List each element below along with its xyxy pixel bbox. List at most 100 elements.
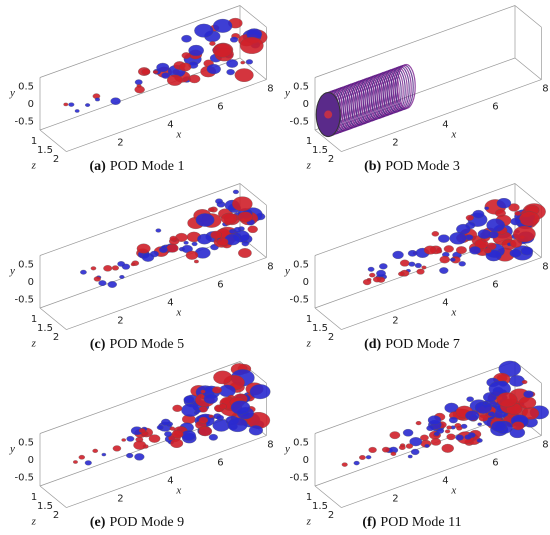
box-edge — [341, 257, 542, 330]
isosurface-blob — [226, 59, 239, 68]
isosurface-blob — [483, 401, 489, 405]
x-tick-label: 8 — [267, 262, 273, 273]
isosurface-blob — [166, 74, 183, 86]
caption-label: (c) — [90, 337, 106, 352]
isosurface-blob — [232, 189, 239, 195]
isosurface-blob — [456, 426, 463, 431]
y-tick-label: 0.5 — [18, 81, 34, 92]
isosurface-blob — [436, 427, 445, 434]
caption: (c) POD Mode 5 — [90, 337, 184, 352]
isosurface-blob — [476, 438, 483, 443]
y-axis-label: y — [9, 265, 15, 277]
box-edge — [314, 5, 516, 78]
isosurface-blob — [450, 257, 456, 262]
isosurface-blob — [415, 421, 422, 426]
z-axis-label: z — [31, 337, 37, 349]
z-tick-label: 2 — [328, 332, 334, 343]
isosurface-blob — [469, 246, 481, 255]
isosurface-blob — [466, 396, 474, 402]
isosurface-blob — [93, 276, 101, 282]
x-tick-label: 4 — [442, 120, 448, 131]
isosurface-blob — [110, 97, 121, 105]
y-tick-label: 0.5 — [18, 437, 34, 448]
isosurface-blob — [402, 428, 414, 437]
isosurface-blob — [353, 460, 360, 466]
x-tick-label: 8 — [267, 440, 273, 451]
box-edge — [39, 361, 241, 434]
isosurface-blob — [420, 434, 429, 441]
y-tick-label: 0 — [303, 99, 309, 110]
isosurface-blob — [111, 265, 119, 271]
caption: (e) POD Mode 9 — [90, 515, 184, 530]
isosurface-blob — [156, 424, 164, 430]
caption-label: (f) — [362, 515, 376, 530]
isosurface-blob — [426, 425, 435, 432]
isosurface-blob — [185, 250, 199, 260]
isosurface-blob — [449, 232, 467, 245]
isosurface-blob — [218, 403, 227, 410]
isosurface-blob — [134, 85, 145, 94]
box-edge — [514, 57, 542, 80]
isosurface-blob — [465, 410, 480, 421]
isosurface-blob — [424, 443, 430, 448]
isosurface-blob — [496, 198, 512, 209]
isosurface-blob — [477, 422, 482, 426]
isosurface-blob — [141, 68, 151, 76]
isosurface-blob — [399, 259, 410, 267]
y-tick-label: -0.5 — [14, 294, 34, 305]
isosurface-blob — [212, 43, 233, 58]
isosurface-blob — [368, 446, 377, 453]
box-edge — [514, 183, 542, 206]
z-axis-label: z — [306, 515, 312, 527]
isosurface-blob — [155, 228, 162, 233]
isosurface-blob — [237, 211, 253, 223]
y-tick-label: -0.5 — [14, 116, 34, 127]
isosurface-blob — [226, 69, 235, 76]
isosurface-blob — [119, 275, 125, 279]
isosurface-blob — [112, 445, 122, 452]
isosurface-blob — [78, 454, 85, 460]
isosurface-blob — [148, 434, 161, 443]
isosurface-blob — [210, 230, 222, 240]
isosurface-blob — [74, 109, 80, 113]
isosurface-blob — [513, 225, 536, 243]
caption-text: POD Mode 1 — [110, 159, 185, 174]
isosurface-blob — [198, 416, 209, 424]
isosurface-blob — [398, 271, 405, 277]
isosurface-blob — [444, 429, 451, 434]
isosurface-blob — [498, 360, 521, 377]
isosurface-blob — [523, 390, 534, 398]
isosurface-blob — [227, 417, 248, 433]
isosurface-blob — [84, 460, 92, 466]
box-edge — [39, 485, 67, 508]
box-edge — [39, 307, 67, 330]
isosurface-blob — [431, 231, 440, 237]
isosurface-blob — [410, 448, 420, 456]
box-edge — [314, 307, 342, 330]
x-axis-label: x — [450, 129, 456, 141]
isosurface-blob — [92, 448, 99, 453]
isosurface-blob — [464, 434, 472, 440]
z-tick-label: 1 — [306, 492, 312, 503]
isosurface-blob — [220, 212, 238, 225]
y-axis-label: y — [9, 443, 15, 455]
isosurface-blob — [514, 210, 522, 216]
isosurface-blob — [161, 245, 166, 249]
isosurface-blob — [240, 60, 245, 65]
x-tick-label: 6 — [492, 458, 498, 469]
isosurface-blob — [407, 250, 418, 257]
x-tick-label: 4 — [442, 476, 448, 487]
isosurface-blob — [171, 429, 184, 439]
box-edge — [66, 257, 267, 330]
caption-label: (d) — [364, 337, 381, 352]
isosurface-blob — [207, 207, 215, 213]
box-edge — [39, 183, 241, 256]
isosurface-blob — [213, 370, 233, 385]
isosurface-blob — [230, 400, 251, 415]
box-edge — [314, 485, 342, 508]
x-tick-label: 6 — [217, 102, 223, 113]
caption-text: POD Mode 7 — [385, 337, 460, 352]
isosurface-blob — [80, 269, 87, 275]
y-tick-label: 0.5 — [293, 81, 309, 92]
